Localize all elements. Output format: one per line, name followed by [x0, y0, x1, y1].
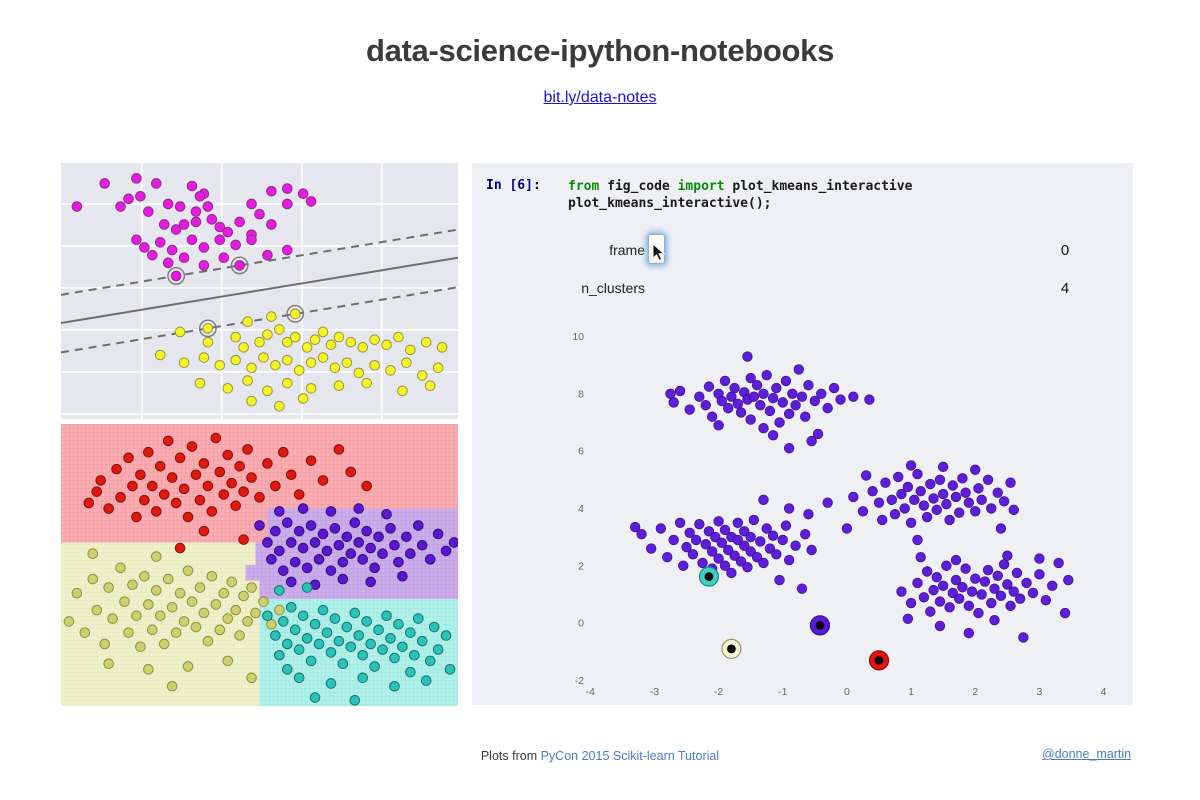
- nclusters-slider-label: n_clusters: [581, 280, 645, 296]
- svg-text:6: 6: [578, 446, 584, 458]
- svg-text:0: 0: [578, 618, 584, 630]
- kmeans-interactive-plot: -4 -3 -2 -1 0 1 2 3 4 10 8 6 4 2 0 -2: [472, 163, 1133, 705]
- bitly-link[interactable]: bit.ly/data-notes: [543, 89, 657, 106]
- notebook-output-panel: -4 -3 -2 -1 0 1 2 3 4 10 8 6 4 2 0 -2 In [6]: from fig_…: [472, 163, 1133, 705]
- svg-text:10: 10: [572, 331, 584, 343]
- svg-text:0: 0: [844, 686, 850, 698]
- nclusters-slider-value: 4: [1060, 280, 1070, 297]
- svg-text:4: 4: [578, 503, 584, 515]
- svg-text:3: 3: [1036, 686, 1042, 698]
- svg-text:-2: -2: [575, 675, 584, 687]
- regions-plot-svg: [61, 424, 458, 706]
- svg-text:-1: -1: [778, 686, 787, 698]
- svg-text:1: 1: [908, 686, 914, 698]
- code-block: from fig_code import plot_kmeans_interac…: [568, 179, 913, 211]
- page-title: data-science-ipython-notebooks: [365, 33, 835, 68]
- svg-text:-3: -3: [650, 686, 659, 698]
- twitter-handle-link[interactable]: @donne_martin: [1042, 747, 1132, 761]
- svm-plot-svg: [61, 163, 458, 419]
- top-link-wrap: bit.ly/data-notes: [0, 89, 1200, 107]
- frame-slider-value: 0: [1060, 242, 1070, 259]
- svg-text:2: 2: [578, 560, 584, 572]
- svg-text:4: 4: [1101, 686, 1107, 698]
- interactive-scatter-svg: -4 -3 -2 -1 0 1 2 3 4 10 8 6 4 2 0 -2: [572, 331, 1107, 698]
- svg-text:2: 2: [972, 686, 978, 698]
- svg-text:-2: -2: [714, 686, 723, 698]
- cell-prompt: In [6]:: [486, 178, 541, 193]
- frame-slider-handle[interactable]: [648, 234, 665, 264]
- pycon-tutorial-link[interactable]: PyCon 2015 Scikit-learn Tutorial: [540, 749, 720, 763]
- footer-caption: Plots from PyCon 2015 Scikit-learn Tutor…: [0, 749, 1200, 763]
- footer-caption-prefix: Plots from: [480, 749, 541, 763]
- frame-slider-label: frame: [609, 242, 645, 258]
- svg-text:8: 8: [578, 388, 584, 400]
- kmeans-regions-plot: [61, 424, 458, 706]
- svg-text:-4: -4: [586, 686, 595, 698]
- svm-margins-plot: [61, 163, 458, 419]
